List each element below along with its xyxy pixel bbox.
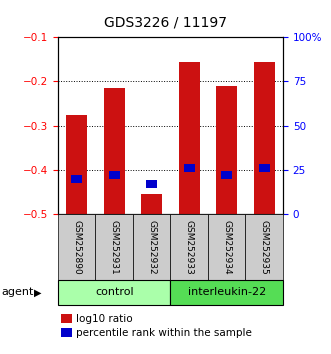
Bar [221, 171, 232, 179]
Text: agent: agent [2, 287, 34, 297]
Bar [141, 194, 162, 214]
Text: GSM252935: GSM252935 [260, 219, 269, 274]
Bar [216, 86, 237, 214]
Text: GSM252932: GSM252932 [147, 219, 156, 274]
Bar [146, 180, 157, 188]
Bar [179, 62, 200, 214]
Text: ▶: ▶ [34, 287, 42, 297]
Text: GSM252931: GSM252931 [110, 219, 119, 274]
Bar [104, 88, 124, 214]
Bar [71, 175, 82, 183]
Bar [66, 115, 87, 214]
Text: log10 ratio: log10 ratio [76, 314, 133, 324]
Text: GSM252890: GSM252890 [72, 219, 81, 274]
Text: control: control [95, 287, 133, 297]
Text: GSM252933: GSM252933 [185, 219, 194, 274]
Bar [254, 62, 274, 214]
Bar [184, 164, 195, 172]
Text: GDS3226 / 11197: GDS3226 / 11197 [104, 16, 227, 30]
Bar [259, 164, 270, 172]
Text: interleukin-22: interleukin-22 [188, 287, 266, 297]
Text: GSM252934: GSM252934 [222, 219, 231, 274]
Text: percentile rank within the sample: percentile rank within the sample [76, 328, 252, 338]
Bar [109, 171, 120, 179]
